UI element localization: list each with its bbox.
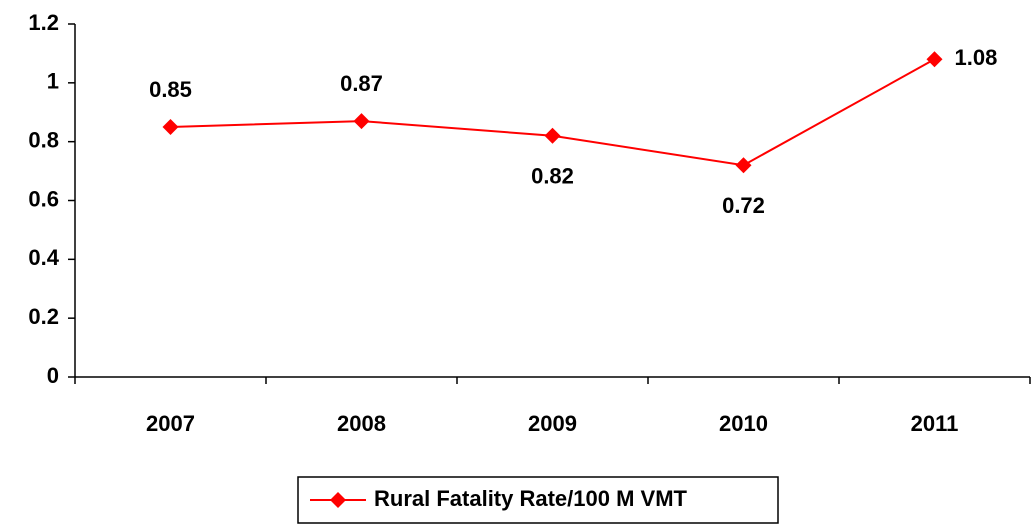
data-label: 0.82	[531, 164, 574, 189]
data-point	[926, 51, 943, 68]
y-tick-label: 1	[47, 69, 59, 94]
y-tick-label: 0.4	[28, 245, 59, 270]
series-line	[170, 58, 935, 167]
x-tick-label: 2007	[146, 411, 195, 436]
x-tick-label: 2008	[337, 411, 386, 436]
x-tick-label: 2009	[528, 411, 577, 436]
data-point	[162, 118, 179, 135]
data-label: 0.85	[149, 77, 192, 102]
data-point	[544, 127, 561, 144]
data-label: 0.72	[722, 193, 765, 218]
data-point	[353, 113, 370, 130]
legend-box	[297, 476, 779, 524]
x-tick-label: 2010	[719, 411, 768, 436]
y-tick-label: 1.2	[28, 10, 59, 35]
data-label: 0.87	[340, 71, 383, 96]
y-tick-label: 0.2	[28, 304, 59, 329]
y-tick-label: 0.8	[28, 127, 59, 152]
x-tick-label: 2011	[911, 411, 959, 436]
data-label: 1.08	[955, 45, 998, 70]
data-point	[735, 157, 752, 174]
y-tick-label: 0.6	[28, 186, 59, 211]
legend-marker	[330, 492, 346, 508]
legend-label: Rural Fatality Rate/100 M VMT	[374, 486, 688, 511]
y-tick-label: 0	[47, 363, 59, 388]
